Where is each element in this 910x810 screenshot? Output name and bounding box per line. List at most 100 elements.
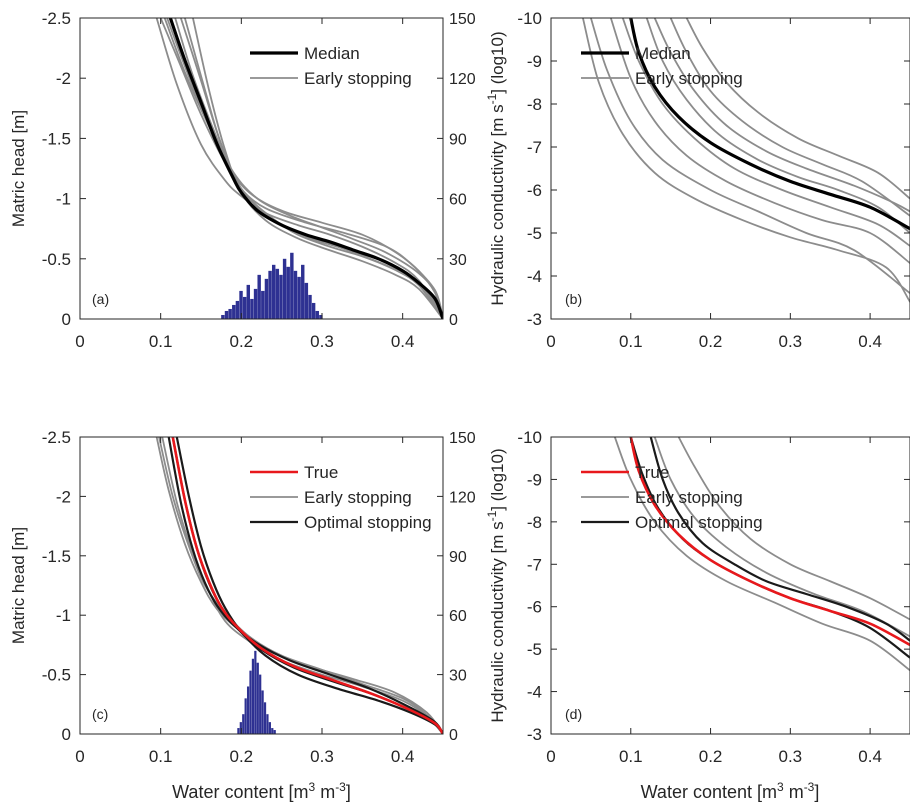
panel-d-xtick-label: 0 <box>546 747 555 766</box>
panel-b-xtick-label: 0.2 <box>699 332 723 351</box>
panel-c-xtick-label: 0.2 <box>230 747 254 766</box>
panel-a-legend: Median Early stopping <box>250 44 412 88</box>
panel-a-hist-bar <box>253 288 258 319</box>
panel-a-hist-bar <box>242 296 247 319</box>
panel-d-legend-label: Optimal stopping <box>635 513 763 532</box>
panel-b-ylabel: Hydraulic conductivity [m s-1] (log10) <box>485 31 507 305</box>
panel-d-ylabel: Hydraulic conductivity [m s-1] (log10) <box>485 448 507 722</box>
panel-b-legend-label: Early stopping <box>635 69 743 88</box>
panel-b-ytick-label: -9 <box>527 52 542 71</box>
panel-c-hist-bar <box>244 698 247 734</box>
panel-d-xlabel-sup2: -3 <box>804 780 815 794</box>
panel-a-hist-bar <box>286 266 290 319</box>
panel-a-hist-bar <box>308 294 312 319</box>
panel-b-xtick-label: 0 <box>546 332 555 351</box>
panel-c-xlabel-post: ] <box>346 782 351 802</box>
panel-d-xlabel-mid: m <box>784 782 804 802</box>
panel-d-ylabel-post: ] (log10) <box>488 448 507 510</box>
panel-b-xtick-label: 0.4 <box>858 332 882 351</box>
panel-d-axes-box <box>550 436 910 735</box>
panel-a-hist-bar <box>261 290 265 319</box>
panel-a-ytick-label: -1.5 <box>42 129 71 148</box>
panel-c-histogram <box>237 650 276 734</box>
panel-b-series-ensemble-line <box>669 18 910 217</box>
panel-c-series <box>155 437 443 734</box>
panel-c-hist-bar <box>268 722 271 734</box>
panel-b-ytick-label: -4 <box>527 267 542 286</box>
panel-c-series-ensemble-line <box>155 437 443 734</box>
panel-c-legend-label: Optimal stopping <box>304 513 432 532</box>
panel-b-ytick-label: -8 <box>527 95 542 114</box>
panel-a-y2tick-label: 60 <box>449 192 467 209</box>
panel-d-series-ensemble-line <box>653 437 910 638</box>
panel-a-hist-bar <box>264 278 269 319</box>
panel-c-legend: True Early stopping Optimal stopping <box>250 463 432 532</box>
panel-a-series-ensemble-line <box>155 18 443 319</box>
panel-a-legend-label: Median <box>304 44 360 63</box>
panel-d-series-ensemble-line <box>613 437 910 672</box>
panel-d-series-true-line <box>629 437 910 647</box>
panel-d-series-optimal-line <box>629 437 910 659</box>
panel-b-ytick-label: -3 <box>527 310 542 329</box>
panel-a-hist-bar <box>279 274 283 319</box>
panel-c-hist-bar <box>239 722 242 734</box>
panel-c: 0 0.1 0.2 0.3 0.4 -2.5 -2 -1.5 -1 -0.5 0 150 120 90 60… <box>9 428 476 802</box>
panel-a-hist-bar <box>224 310 229 319</box>
panel-b-series-ensemble-line <box>582 18 910 303</box>
panel-b-ylabel-sup: -1 <box>485 93 499 104</box>
panel-a-xtick-label: 0.3 <box>310 332 334 351</box>
panel-c-y2tick-label: 90 <box>449 549 467 566</box>
panel-b-legend-label: Median <box>635 44 691 63</box>
panel-c-hist-bar <box>249 670 252 734</box>
panel-c-ytick-label: 0 <box>62 725 71 744</box>
panel-d-xlabel-sup1: 3 <box>777 780 784 794</box>
panel-a-ytick-label: -2 <box>56 69 71 88</box>
panel-d-ytick-label: -5 <box>527 640 542 659</box>
panel-b-ytick-label: -7 <box>527 138 542 157</box>
panel-a-hist-bar <box>275 268 280 319</box>
panel-c-y2tick-label: 0 <box>449 727 458 744</box>
panel-d-ytick-label: -7 <box>527 555 542 574</box>
panel-c-hist-bar <box>259 674 262 734</box>
panel-d-xtick-label: 0.2 <box>699 747 723 766</box>
panel-a-histogram <box>221 252 323 319</box>
panel-c-ytick-label: -2 <box>56 487 71 506</box>
panel-c-series-optimal-line <box>167 437 443 734</box>
panel-a-hist-bar <box>239 290 243 319</box>
panel-a-hist-bar <box>304 282 309 319</box>
panel-a-hist-bar <box>250 298 254 319</box>
panel-a-hist-bar <box>319 314 323 319</box>
panel-a-hist-bar <box>235 300 240 319</box>
panel-a-xtick-label: 0.2 <box>230 332 254 351</box>
panel-b-series-ensemble-line <box>645 18 910 234</box>
panel-b-ytick-label: -5 <box>527 224 542 243</box>
panel-d: 0 0.1 0.2 0.3 0.4 -3 -4 -5 -6 -7 -8 -9 -10 Hydraulic… <box>485 428 910 802</box>
panel-c-hist-bar <box>263 702 267 734</box>
panel-c-legend-label: True <box>304 463 338 482</box>
panel-d-xtick-label: 0.3 <box>779 747 803 766</box>
panel-d-xlabel-post: ] <box>814 782 819 802</box>
panel-b-series-ensemble-line <box>685 18 910 200</box>
panel-a-y2tick-label: 90 <box>449 131 467 148</box>
panel-d-legend: True Early stopping Optimal stopping <box>581 463 763 532</box>
panel-c-ticks: 0 0.1 0.2 0.3 0.4 -2.5 -2 -1.5 -1 -0.5 0 150 120 90 60… <box>42 428 476 766</box>
panel-d-legend-label: Early stopping <box>635 488 743 507</box>
panel-a-hist-bar <box>290 252 294 319</box>
panel-d-ytick-label: -10 <box>517 428 542 447</box>
panel-d-ylabel-sup: -1 <box>485 510 499 521</box>
panel-d-series-optimal-line <box>649 437 910 642</box>
panel-b-ylabel-pre: Hydraulic conductivity [m s <box>488 104 507 305</box>
panel-a-ytick-label: -0.5 <box>42 250 71 269</box>
panel-a-xtick-label: 0 <box>75 332 84 351</box>
panel-a-series-ensemble-line <box>192 18 443 319</box>
panel-a-hist-bar <box>293 270 298 319</box>
panel-d-series <box>613 437 910 672</box>
panel-a-y2tick-label: 30 <box>449 252 467 269</box>
panel-b-xtick-label: 0.3 <box>779 332 803 351</box>
panel-a-xtick-label: 0.1 <box>149 332 173 351</box>
panel-d-ticks: 0 0.1 0.2 0.3 0.4 -3 -4 -5 -6 -7 -8 -9 -10 <box>517 428 910 766</box>
panel-c-ytick-label: -2.5 <box>42 428 71 447</box>
panel-c-hist-bar <box>242 714 245 734</box>
